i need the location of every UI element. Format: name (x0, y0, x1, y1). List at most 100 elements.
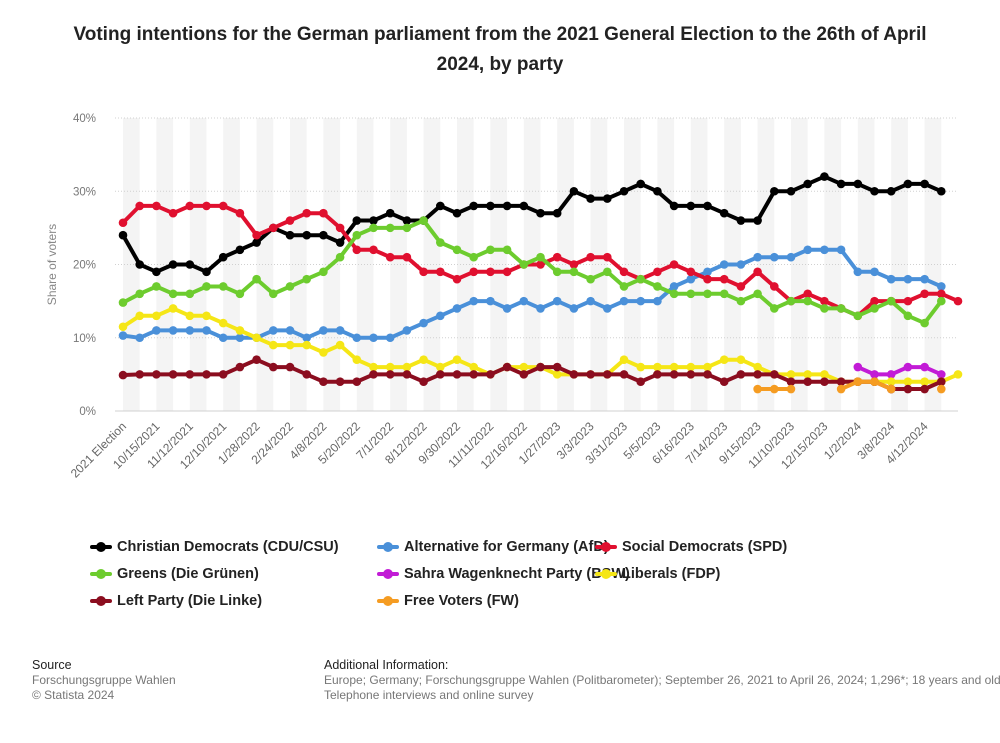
data-point (436, 238, 445, 247)
data-point (753, 362, 762, 372)
data-point (218, 370, 228, 379)
source-line: Forschungsgruppe Wahlen (32, 673, 176, 687)
data-point (369, 223, 378, 233)
y-tick-label: 30% (73, 186, 96, 198)
additional-info-line: Europe; Germany; Forschungsgruppe Wahlen… (324, 673, 1000, 687)
data-point (719, 274, 729, 284)
data-point (903, 296, 913, 306)
legend-swatch (595, 568, 617, 580)
legend-swatch (90, 568, 112, 580)
data-point (786, 186, 796, 196)
data-point (402, 326, 412, 335)
data-point (152, 370, 161, 379)
data-point (218, 252, 228, 262)
y-axis-label: Share of voters (45, 224, 59, 305)
data-point (252, 230, 261, 240)
data-point (302, 340, 312, 350)
data-point (619, 267, 629, 277)
data-point (719, 260, 729, 269)
data-point (619, 370, 629, 379)
line-chart: 0% 10% 20% 30% 40% Share of voters 2021 Elec… (45, 113, 963, 481)
data-point (469, 252, 479, 262)
data-point (903, 179, 913, 189)
data-point (269, 289, 278, 299)
data-point (753, 370, 762, 379)
data-point (953, 370, 963, 379)
data-point (352, 230, 362, 240)
data-point (603, 267, 612, 277)
data-point (436, 267, 445, 277)
data-point (903, 274, 913, 284)
data-point (452, 304, 462, 313)
data-point (118, 322, 128, 332)
data-point (920, 384, 929, 394)
data-point (586, 296, 595, 306)
data-point (335, 377, 345, 387)
data-point (519, 260, 529, 269)
data-point (937, 377, 946, 387)
data-point (603, 194, 612, 203)
series-group (118, 355, 946, 394)
data-point (385, 362, 395, 372)
data-point (653, 370, 662, 379)
legend-item: Social Democrats (SPD) (595, 539, 787, 555)
series-group (118, 172, 946, 277)
data-point (502, 245, 512, 255)
data-point (352, 245, 362, 255)
data-point (285, 282, 295, 291)
data-point (168, 208, 178, 218)
data-point (937, 282, 946, 291)
data-point (118, 218, 128, 228)
series-line (839, 379, 894, 391)
data-point (385, 333, 395, 343)
data-point (319, 348, 328, 357)
data-point (870, 370, 879, 379)
data-point (870, 267, 879, 277)
data-point (552, 370, 562, 379)
data-point (469, 296, 479, 306)
data-point (669, 289, 679, 299)
data-point (703, 370, 712, 379)
data-point (686, 267, 696, 277)
data-point (152, 282, 161, 291)
data-point (486, 296, 495, 306)
data-point (836, 179, 846, 189)
data-point (703, 289, 712, 299)
data-point (152, 326, 161, 335)
data-point (753, 384, 762, 394)
data-point (753, 216, 762, 225)
data-point (319, 326, 328, 335)
data-point (118, 331, 128, 340)
data-point (235, 245, 245, 255)
data-point (369, 333, 378, 343)
data-point (569, 370, 579, 379)
data-point (452, 274, 462, 284)
legend-label: Free Voters (FW) (404, 593, 519, 609)
legend-swatch (595, 541, 617, 553)
data-point (385, 223, 395, 233)
data-point (786, 370, 796, 379)
data-point (619, 296, 629, 306)
data-point (770, 252, 779, 262)
data-point (152, 201, 161, 211)
data-point (803, 296, 812, 306)
data-point (653, 186, 662, 196)
data-point (168, 326, 178, 335)
data-point (502, 201, 512, 211)
data-point (335, 223, 345, 233)
data-point (636, 179, 645, 189)
data-point (803, 245, 812, 255)
source-label: Source (32, 658, 72, 672)
data-point (536, 304, 545, 313)
data-point (369, 362, 378, 372)
data-point (202, 311, 211, 321)
legend-label: Christian Democrats (CDU/CSU) (117, 539, 339, 555)
data-point (536, 260, 545, 269)
data-point (653, 362, 662, 372)
legend-swatch (90, 541, 112, 553)
data-point (920, 179, 929, 189)
data-point (770, 370, 779, 379)
x-axis-tick-labels: 2021 Election10/15/202111/12/202112/10/2… (68, 419, 931, 481)
data-point (903, 311, 913, 321)
data-point (886, 274, 896, 284)
